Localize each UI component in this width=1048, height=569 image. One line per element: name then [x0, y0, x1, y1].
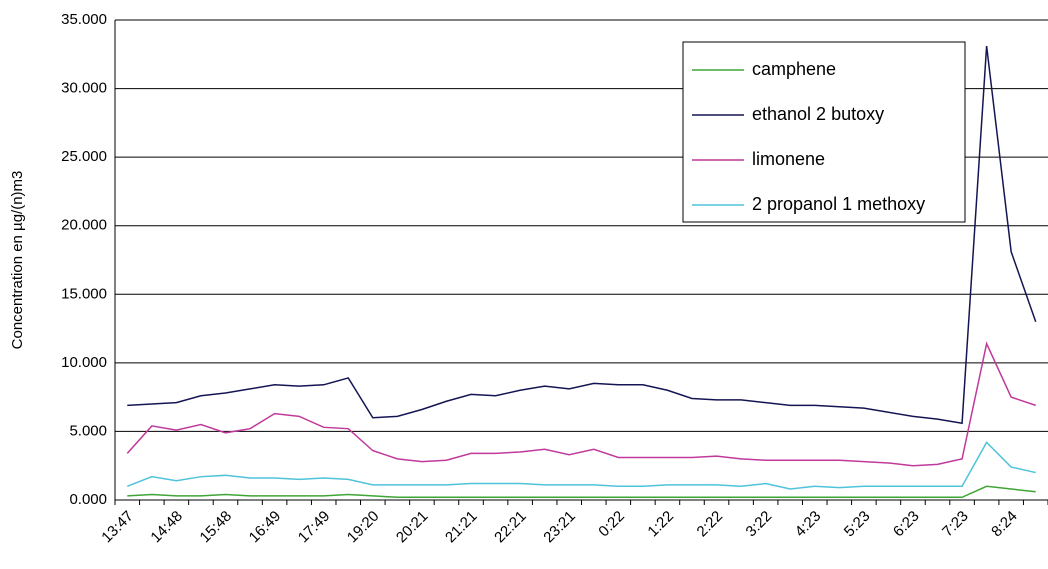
x-tick-label: 17:49 — [295, 508, 334, 547]
legend-box — [682, 41, 966, 223]
y-axis-label: Concentration en µg/(n)m3 — [9, 171, 26, 350]
x-tick-label: 19:20 — [344, 508, 383, 547]
line-series — [127, 485, 1036, 499]
line-series — [127, 441, 1036, 490]
line-series — [127, 45, 1037, 425]
x-tick-label: 1:22 — [644, 508, 677, 541]
x-tick-label: 15:48 — [197, 508, 236, 547]
x-tick-label: 23:21 — [540, 508, 579, 547]
x-tick-label: 22:21 — [491, 508, 530, 547]
y-tick-label: 0.000 — [69, 491, 107, 508]
x-tick-label: 0:22 — [595, 508, 628, 541]
line-series — [126, 341, 1036, 467]
legend-label: camphene — [752, 59, 836, 79]
x-tick-label: 14:48 — [147, 508, 186, 547]
x-tick-label: 20:21 — [393, 508, 432, 547]
x-tick-label: 21:21 — [442, 508, 481, 547]
x-tick-label: 7:23 — [939, 508, 972, 541]
y-tick-label: 30.000 — [61, 80, 107, 97]
x-tick-label: 2:22 — [694, 508, 727, 541]
y-tick-label: 15.000 — [61, 285, 107, 302]
y-tick-label: 20.000 — [61, 217, 107, 234]
y-tick-label: 35.000 — [61, 11, 107, 28]
x-tick-label: 8:24 — [988, 508, 1021, 541]
y-tick-label: 10.000 — [61, 354, 107, 371]
y-tick-label: 25.000 — [61, 148, 107, 165]
y-tick-label: 5.000 — [69, 422, 107, 439]
legend-label: ethanol 2 butoxy — [752, 104, 884, 124]
x-tick-label: 16:49 — [246, 508, 285, 547]
x-tick-label: 4:23 — [792, 508, 825, 541]
legend-label: limonene — [752, 149, 825, 169]
x-tick-label: 13:47 — [98, 508, 137, 547]
legend-label: 2 propanol 1 methoxy — [752, 194, 925, 214]
x-tick-label: 5:23 — [841, 508, 874, 541]
x-tick-label: 3:22 — [743, 508, 776, 541]
x-tick-label: 6:23 — [890, 508, 923, 541]
